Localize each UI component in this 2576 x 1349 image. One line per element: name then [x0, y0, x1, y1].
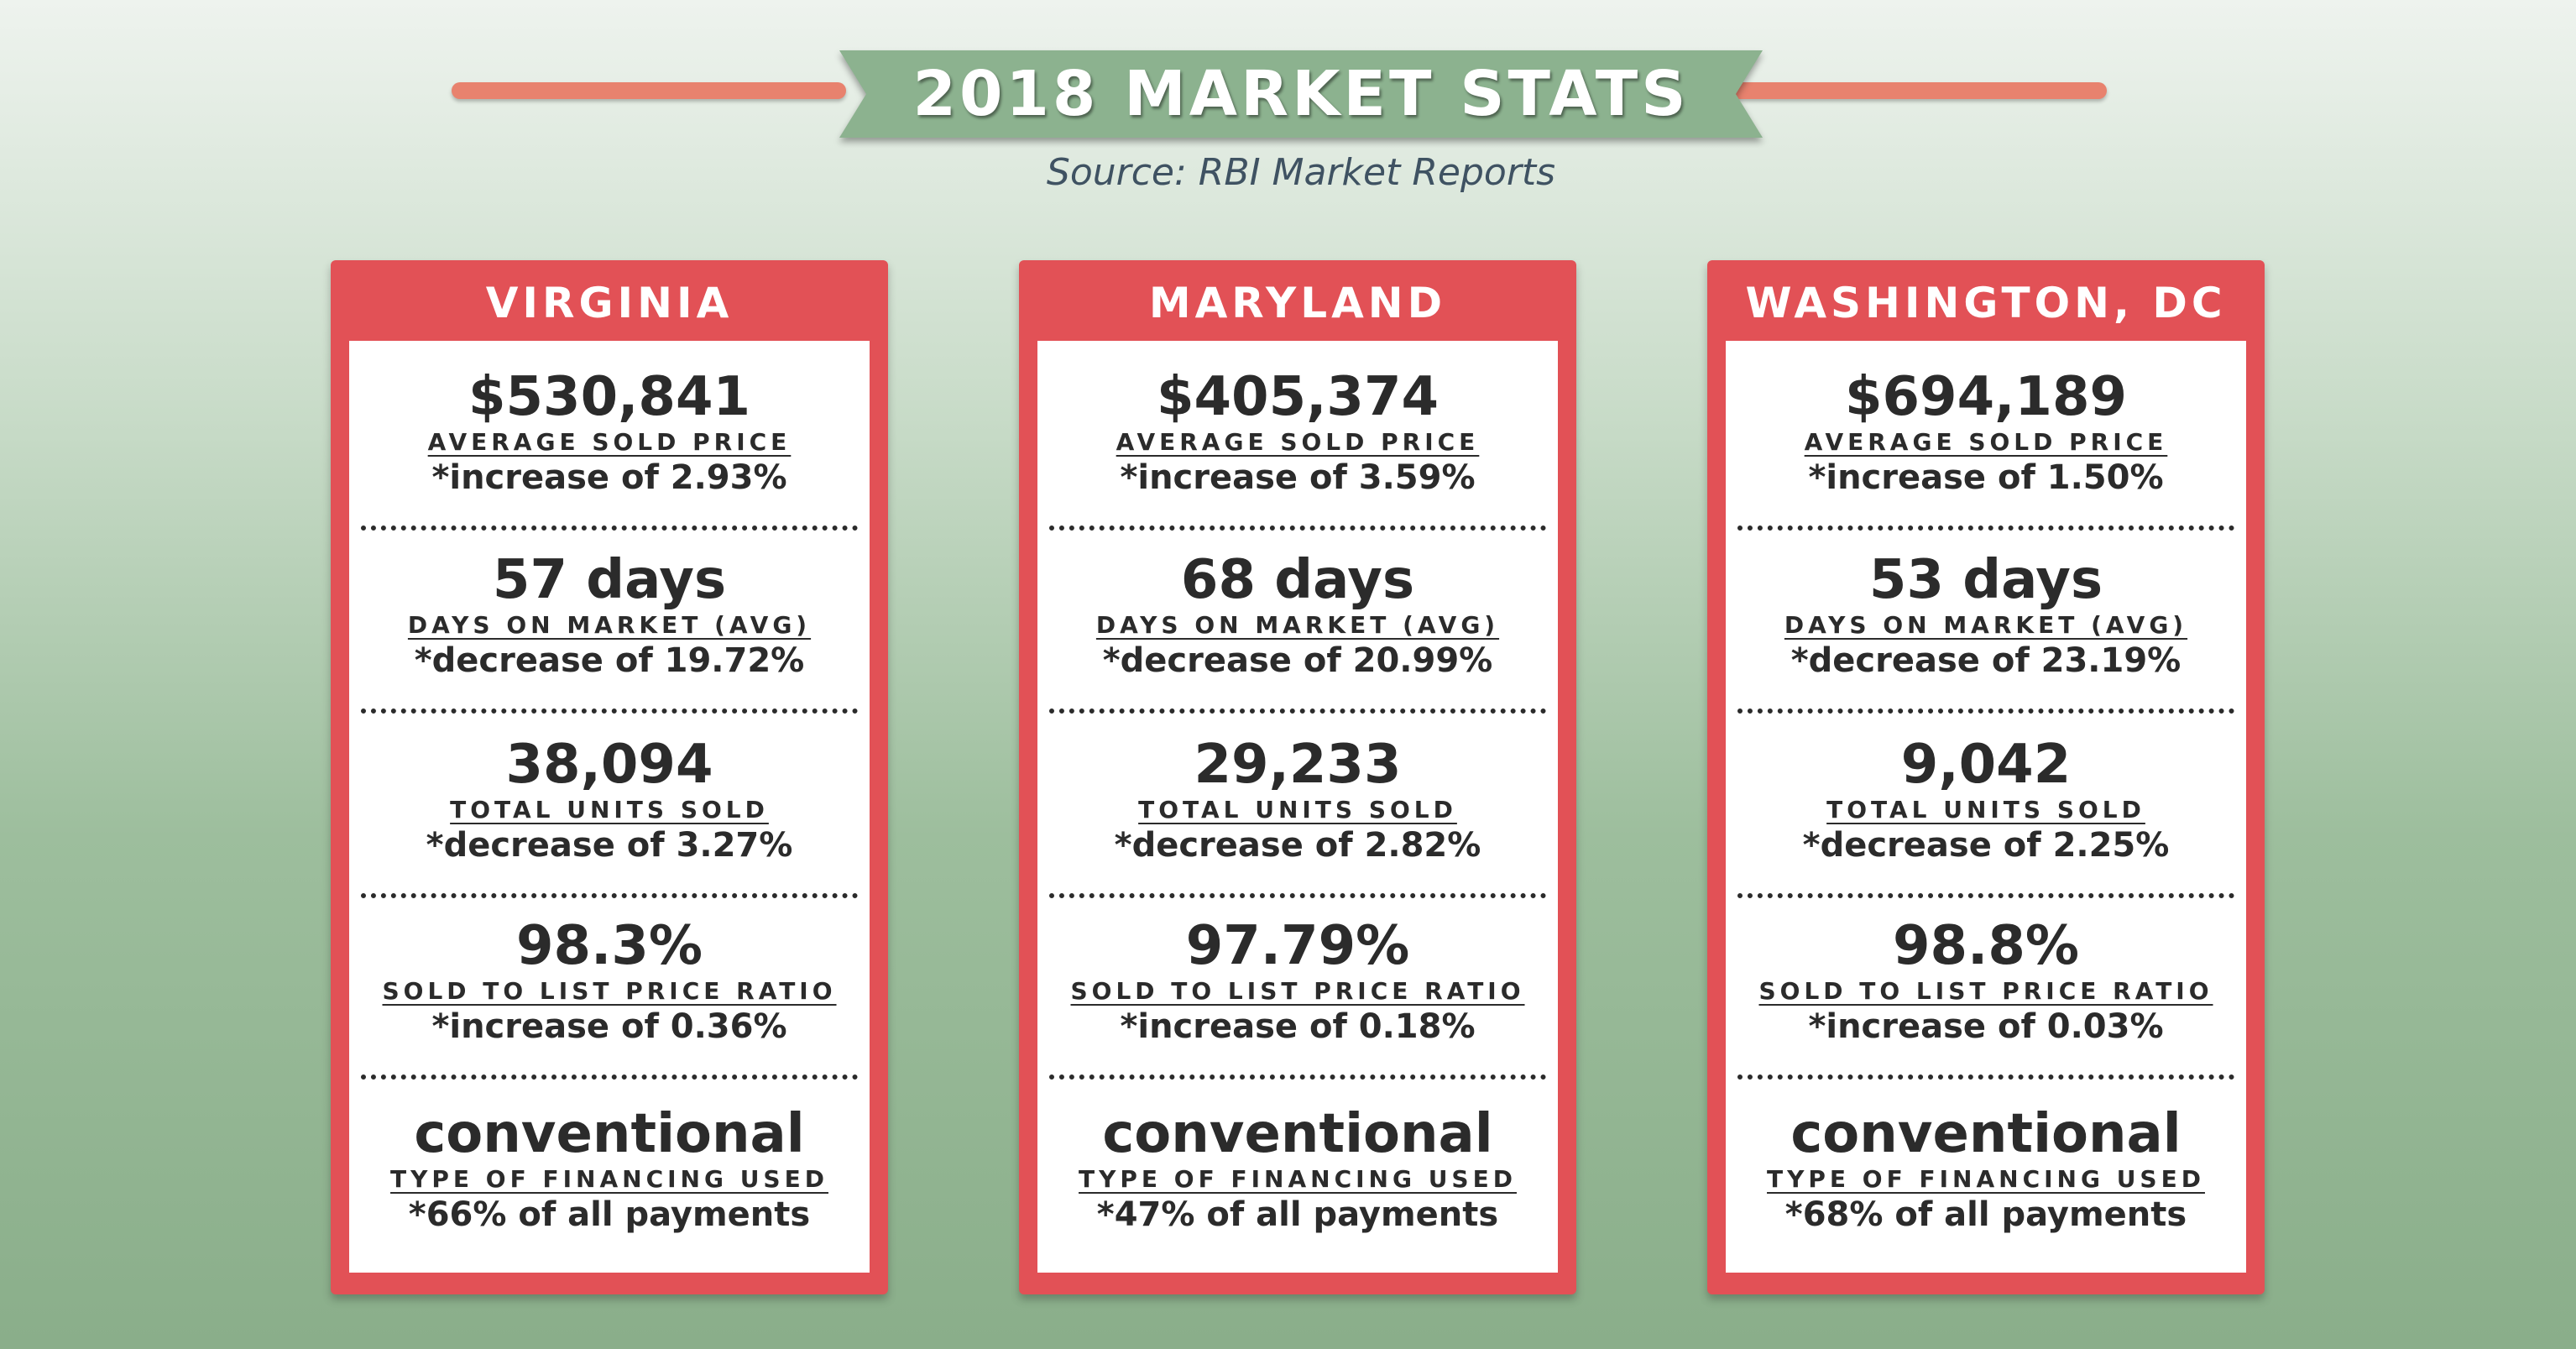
stat-change: *decrease of 23.19% — [1790, 641, 2182, 680]
dotted-divider — [1737, 708, 2234, 714]
stat-value: 98.3% — [515, 915, 703, 977]
stat-financing-type: conventional TYPE OF FINANCING USED *68%… — [1726, 1106, 2246, 1234]
card-body: $405,374 AVERAGE SOLD PRICE *increase of… — [1037, 341, 1558, 1273]
stat-change: *decrease of 20.99% — [1102, 641, 1493, 680]
card-body: $694,189 AVERAGE SOLD PRICE *increase of… — [1726, 341, 2246, 1273]
stat-change: *decrease of 3.27% — [426, 826, 793, 865]
title-ribbon-banner — [839, 50, 1763, 138]
stat-change: *68% of all payments — [1784, 1195, 2187, 1234]
stat-value: 97.79% — [1185, 915, 1410, 977]
stat-value: 57 days — [492, 549, 727, 611]
card-title: VIRGINIA — [485, 279, 734, 327]
stat-financing-type: conventional TYPE OF FINANCING USED *66%… — [349, 1106, 870, 1234]
stat-value: conventional — [1790, 1103, 2182, 1165]
dotted-divider — [361, 893, 858, 898]
dotted-divider — [1049, 525, 1546, 531]
stat-value: 38,094 — [505, 734, 713, 796]
stat-average-sold-price: $530,841 AVERAGE SOLD PRICE *increase of… — [349, 369, 870, 497]
stat-change: *increase of 3.59% — [1120, 458, 1476, 497]
stat-days-on-market: 53 days DAYS ON MARKET (AVG) *decrease o… — [1726, 552, 2246, 680]
stat-change: *66% of all payments — [408, 1195, 811, 1234]
dotted-divider — [1737, 1074, 2234, 1080]
stat-change: *increase of 1.50% — [1808, 458, 2164, 497]
stat-sold-to-list-ratio: 98.8% SOLD TO LIST PRICE RATIO *increase… — [1726, 918, 2246, 1046]
stat-change: *increase of 2.93% — [431, 458, 787, 497]
stat-label: TYPE OF FINANCING USED — [1767, 1165, 2205, 1193]
state-card-maryland: MARYLAND $405,374 AVERAGE SOLD PRICE *in… — [1019, 260, 1576, 1294]
stat-change: *decrease of 19.72% — [414, 641, 805, 680]
stat-label: AVERAGE SOLD PRICE — [1116, 428, 1480, 456]
stat-sold-to-list-ratio: 98.3% SOLD TO LIST PRICE RATIO *increase… — [349, 918, 870, 1046]
stat-label: SOLD TO LIST PRICE RATIO — [1070, 977, 1525, 1005]
stat-sold-to-list-ratio: 97.79% SOLD TO LIST PRICE RATIO *increas… — [1037, 918, 1558, 1046]
stat-label: TOTAL UNITS SOLD — [1826, 796, 2145, 824]
stat-label: DAYS ON MARKET (AVG) — [1784, 611, 2188, 639]
card-title: WASHINGTON, DC — [1745, 279, 2227, 327]
state-card-virginia: VIRGINIA $530,841 AVERAGE SOLD PRICE *in… — [331, 260, 888, 1294]
stat-value: 53 days — [1868, 549, 2103, 611]
stat-value: $405,374 — [1156, 366, 1440, 428]
stat-label: SOLD TO LIST PRICE RATIO — [382, 977, 837, 1005]
stat-label: TOTAL UNITS SOLD — [1138, 796, 1457, 824]
stat-label: AVERAGE SOLD PRICE — [427, 428, 792, 456]
stat-total-units-sold: 29,233 TOTAL UNITS SOLD *decrease of 2.8… — [1037, 737, 1558, 865]
state-card-washington-dc: WASHINGTON, DC $694,189 AVERAGE SOLD PRI… — [1707, 260, 2265, 1294]
dotted-divider — [361, 1074, 858, 1080]
card-body: $530,841 AVERAGE SOLD PRICE *increase of… — [349, 341, 870, 1273]
stat-label: TYPE OF FINANCING USED — [1079, 1165, 1517, 1193]
stat-label: TYPE OF FINANCING USED — [390, 1165, 828, 1193]
stat-label: DAYS ON MARKET (AVG) — [1095, 611, 1500, 639]
stat-change: *increase of 0.03% — [1808, 1007, 2164, 1046]
stat-value: 98.8% — [1892, 915, 2080, 977]
stat-value: conventional — [414, 1103, 805, 1165]
stat-value: 29,233 — [1194, 734, 1402, 796]
dotted-divider — [361, 525, 858, 531]
stat-total-units-sold: 9,042 TOTAL UNITS SOLD *decrease of 2.25… — [1726, 737, 2246, 865]
dotted-divider — [1049, 708, 1546, 714]
stat-total-units-sold: 38,094 TOTAL UNITS SOLD *decrease of 3.2… — [349, 737, 870, 865]
stat-value: $530,841 — [468, 366, 751, 428]
stat-label: AVERAGE SOLD PRICE — [1804, 428, 2168, 456]
stat-value: $694,189 — [1844, 366, 2128, 428]
stat-label: TOTAL UNITS SOLD — [450, 796, 769, 824]
stat-average-sold-price: $694,189 AVERAGE SOLD PRICE *increase of… — [1726, 369, 2246, 497]
page-title: 2018 MARKET STATS — [912, 58, 1690, 130]
stat-days-on-market: 68 days DAYS ON MARKET (AVG) *decrease o… — [1037, 552, 1558, 680]
dotted-divider — [1049, 1074, 1546, 1080]
stat-financing-type: conventional TYPE OF FINANCING USED *47%… — [1037, 1106, 1558, 1234]
stat-value: conventional — [1102, 1103, 1493, 1165]
dotted-divider — [1049, 893, 1546, 898]
header-left-rule — [452, 82, 846, 99]
stat-label: SOLD TO LIST PRICE RATIO — [1758, 977, 2213, 1005]
stat-change: *increase of 0.18% — [1120, 1007, 1476, 1046]
dotted-divider — [361, 708, 858, 714]
header-right-rule — [1727, 82, 2107, 99]
dotted-divider — [1737, 893, 2234, 898]
stat-change: *decrease of 2.25% — [1802, 826, 2170, 865]
stat-label: DAYS ON MARKET (AVG) — [407, 611, 812, 639]
dotted-divider — [1737, 525, 2234, 531]
stat-change: *increase of 0.36% — [431, 1007, 787, 1046]
stat-change: *decrease of 2.82% — [1114, 826, 1481, 865]
source-caption: Source: RBI Market Reports — [1046, 151, 1556, 194]
stat-value: 68 days — [1180, 549, 1415, 611]
card-title: MARYLAND — [1148, 279, 1447, 327]
stat-change: *47% of all payments — [1096, 1195, 1499, 1234]
stat-average-sold-price: $405,374 AVERAGE SOLD PRICE *increase of… — [1037, 369, 1558, 497]
stat-days-on-market: 57 days DAYS ON MARKET (AVG) *decrease o… — [349, 552, 870, 680]
stat-value: 9,042 — [1900, 734, 2072, 796]
